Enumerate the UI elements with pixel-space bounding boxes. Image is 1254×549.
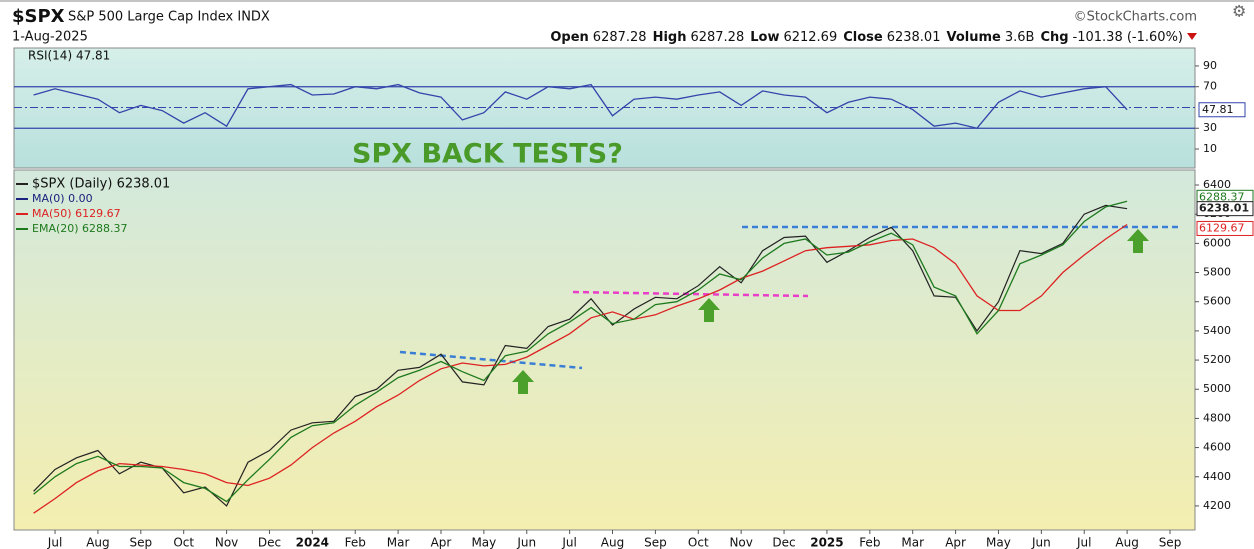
y-tick-label: 5000 (1203, 382, 1231, 395)
x-tick-label: Mar (901, 536, 924, 549)
x-tick-label: Jul (1076, 536, 1091, 549)
y-tick-label: 4400 (1203, 470, 1231, 483)
quote-label: Low (750, 30, 779, 45)
price-pane (13, 169, 1196, 531)
x-tick-label: 2025 (810, 536, 843, 549)
x-tick-label: Apr (945, 536, 966, 549)
rsi-title: RSI(14) 47.81 (28, 49, 110, 63)
quote-label: Open (550, 30, 588, 45)
x-tick-label: Nov (215, 536, 238, 549)
symbol: $SPX (12, 6, 65, 27)
y-tick-label: 90 (1203, 59, 1217, 72)
y-tick-label: 70 (1203, 80, 1217, 93)
up-arrow (1127, 229, 1149, 253)
x-tick-label: Jun (1031, 536, 1051, 549)
y-tick-label: 4200 (1203, 499, 1231, 512)
x-tick-label: Feb (345, 536, 366, 549)
quote-label: Chg (1040, 30, 1068, 45)
x-tick-label: Aug (601, 536, 624, 549)
y-tick-label: 6000 (1203, 236, 1231, 249)
quote-label: Volume (946, 30, 1001, 45)
source: ©StockCharts.com (1074, 10, 1197, 25)
x-tick-label: Aug (1115, 536, 1138, 549)
y-tick-label: 4600 (1203, 441, 1231, 454)
legend-label: $SPX (Daily) 6238.01 (32, 177, 170, 192)
x-tick-label: May (471, 536, 496, 549)
annotation: SPX BACK TESTS? (352, 139, 623, 170)
x-tick-label: Dec (772, 536, 795, 549)
date: 1-Aug-2025 (12, 30, 88, 45)
trend-line (399, 350, 583, 370)
quote-value: 6238.01 (887, 30, 941, 45)
up-arrow (698, 298, 720, 322)
up-arrow (512, 370, 534, 394)
down-triangle (1187, 33, 1197, 40)
value-box (1196, 220, 1254, 236)
y-tick-label: 5200 (1203, 353, 1231, 366)
legend-label: MA(50) 6129.67 (32, 207, 121, 220)
quote: Open 6287.28 High 6287.28 Low 6212.69 Close 623… (550, 30, 1183, 45)
last-value: 6129.67 (1199, 221, 1245, 234)
x-tick-label: Jun (516, 536, 536, 549)
y-tick-label: 5800 (1203, 266, 1231, 279)
x-tick-label: Dec (258, 536, 281, 549)
y-tick-label: 4800 (1203, 411, 1231, 424)
x-tick-label: Oct (173, 536, 194, 549)
x-tick-label: Sep (1159, 536, 1182, 549)
series-line (33, 204, 1128, 507)
x-tick-label: 2024 (296, 536, 329, 549)
value-box (1198, 102, 1246, 118)
legend-label: MA(0) 0.00 (32, 192, 93, 205)
quote-label: Close (843, 30, 883, 45)
settings-icon[interactable]: ⚙ (1232, 2, 1246, 21)
x-tick-label: Oct (688, 536, 709, 549)
legend-label: EMA(20) 6288.37 (32, 222, 128, 235)
x-tick-label: Jul (561, 536, 576, 549)
x-tick-label: Jul (47, 536, 62, 549)
value-box (1196, 201, 1254, 217)
x-tick-label: Nov (729, 536, 752, 549)
x-tick-label: Mar (387, 536, 410, 549)
y-tick-label: 10 (1203, 142, 1217, 155)
quote-value: -101.38 (-1.60%) (1073, 30, 1183, 45)
series-line (33, 200, 1128, 503)
y-tick-label: 5400 (1203, 324, 1231, 337)
last-value: 6288.37 (1199, 190, 1245, 203)
index-name: S&P 500 Large Cap Index INDX (68, 10, 270, 25)
quote-value: 6287.28 (593, 30, 647, 45)
y-tick-label: 6400 (1203, 178, 1231, 191)
quote-label: High (653, 30, 687, 45)
x-tick-label: May (986, 536, 1011, 549)
y-tick-label: 30 (1203, 121, 1217, 134)
last-value: 47.81 (1202, 103, 1234, 116)
quote-value: 3.6B (1005, 30, 1035, 45)
resistance-line (572, 290, 809, 298)
x-tick-label: Aug (86, 536, 109, 549)
quote-value: 6287.28 (690, 30, 744, 45)
series-line (33, 83, 1128, 129)
quote-value: 6212.69 (783, 30, 837, 45)
x-tick-label: Sep (129, 536, 152, 549)
x-tick-label: Feb (859, 536, 880, 549)
x-tick-label: Apr (431, 536, 452, 549)
x-tick-label: Sep (644, 536, 667, 549)
y-tick-label: 5600 (1203, 295, 1231, 308)
rsi-pane (13, 47, 1196, 169)
series-line (33, 223, 1128, 514)
last-value: 6238.01 (1199, 202, 1249, 215)
